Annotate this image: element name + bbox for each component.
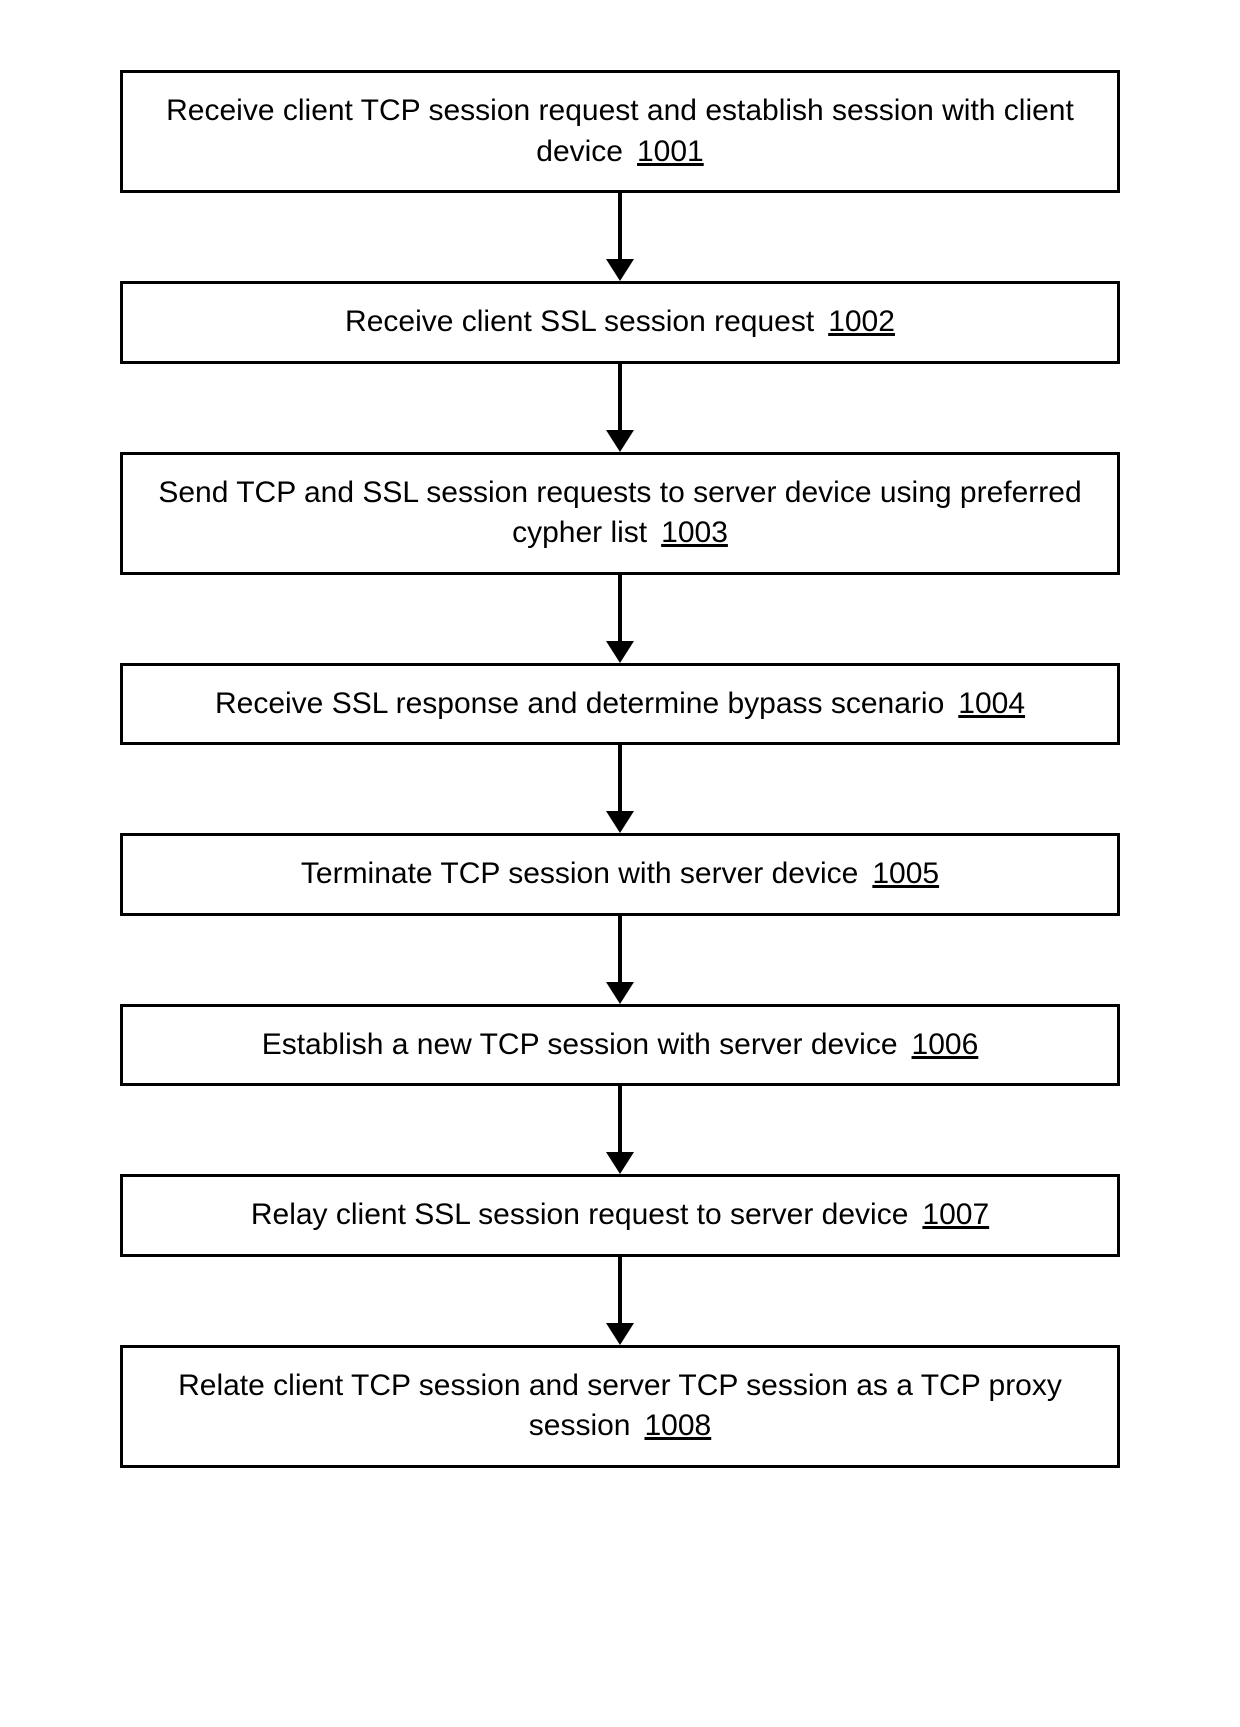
flow-node-text: Send TCP and SSL session requests to ser…: [153, 473, 1087, 554]
flow-node-ref: 1003: [661, 516, 728, 549]
flow-node: Receive SSL response and determine bypas…: [120, 663, 1120, 746]
flow-node-text: Establish a new TCP session with server …: [262, 1025, 979, 1066]
flowchart-container: Receive client TCP session request and e…: [120, 70, 1120, 1468]
flow-arrow: [606, 364, 634, 452]
flow-node-ref: 1006: [912, 1028, 979, 1061]
flow-node: Relay client SSL session request to serv…: [120, 1174, 1120, 1257]
flow-node-text: Relay client SSL session request to serv…: [251, 1195, 989, 1236]
flow-node-ref: 1001: [637, 135, 704, 168]
flow-node-text: Receive client SSL session request1002: [345, 302, 895, 343]
flow-node-text: Receive client TCP session request and e…: [153, 91, 1087, 172]
flow-arrow: [606, 916, 634, 1004]
flow-node-text: Terminate TCP session with server device…: [301, 854, 939, 895]
flow-arrow: [606, 193, 634, 281]
flow-node-ref: 1002: [828, 305, 895, 338]
flow-node: Receive client TCP session request and e…: [120, 70, 1120, 193]
flow-node: Relate client TCP session and server TCP…: [120, 1345, 1120, 1468]
flow-arrow: [606, 1257, 634, 1345]
flow-node: Terminate TCP session with server device…: [120, 833, 1120, 916]
flow-arrow: [606, 1086, 634, 1174]
flow-node-ref: 1005: [872, 857, 939, 890]
flow-node-ref: 1007: [922, 1198, 989, 1231]
flow-node-text: Relate client TCP session and server TCP…: [153, 1366, 1087, 1447]
flow-arrow: [606, 745, 634, 833]
flow-node-ref: 1004: [958, 687, 1025, 720]
flow-node: Receive client SSL session request1002: [120, 281, 1120, 364]
flow-node-ref: 1008: [644, 1409, 711, 1442]
flow-node-text: Receive SSL response and determine bypas…: [215, 684, 1025, 725]
flow-arrow: [606, 575, 634, 663]
flow-node: Establish a new TCP session with server …: [120, 1004, 1120, 1087]
flow-node: Send TCP and SSL session requests to ser…: [120, 452, 1120, 575]
